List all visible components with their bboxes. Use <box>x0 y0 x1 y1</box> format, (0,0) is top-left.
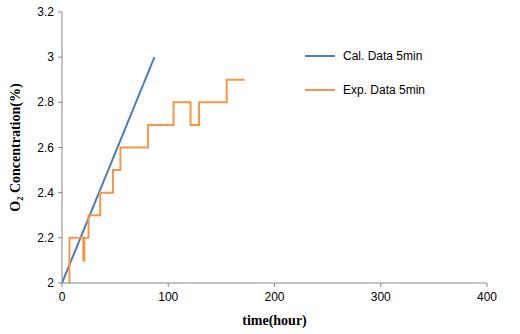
y-tick <box>58 57 62 58</box>
x-tick-label: 100 <box>158 290 178 304</box>
y-tick <box>58 237 62 238</box>
series-line <box>69 80 244 283</box>
y-tick-label: 2.8 <box>37 95 54 109</box>
y-tick-label: 2.4 <box>37 186 54 200</box>
y-tick-label: 2.6 <box>37 141 54 155</box>
chart: 2 2.2 2.4 2.6 2.8 3 3.2 0 100 200 300 400 time(hour)… <box>0 0 520 334</box>
x-tick <box>487 283 488 287</box>
y-tick <box>58 147 62 148</box>
x-tick <box>380 283 381 287</box>
y-axis-title: O₂ Concentration(%) <box>8 83 24 212</box>
series-line <box>62 57 154 283</box>
y-tick <box>58 192 62 193</box>
y-tick-label: 2.2 <box>37 231 54 245</box>
legend-label: Exp. Data 5min <box>343 83 425 97</box>
x-axis-title: time(hour) <box>242 313 307 329</box>
x-tick <box>274 283 275 287</box>
x-tick <box>168 283 169 287</box>
x-tick-label: 0 <box>59 290 66 304</box>
x-tick-label: 400 <box>477 290 497 304</box>
legend-swatch <box>305 55 335 57</box>
legend: Cal. Data 5min Exp. Data 5min <box>305 49 425 97</box>
x-tick <box>62 283 63 287</box>
y-tick <box>58 283 62 284</box>
x-tick-label: 200 <box>264 290 284 304</box>
y-tick <box>58 12 62 13</box>
legend-label: Cal. Data 5min <box>343 49 422 63</box>
y-tick-label: 3 <box>47 50 54 64</box>
y-tick-label: 3.2 <box>37 5 54 19</box>
legend-swatch <box>305 89 335 91</box>
y-tick-label: 2 <box>47 276 54 290</box>
plot-data <box>62 57 245 283</box>
x-tick-label: 300 <box>371 290 391 304</box>
y-tick <box>58 102 62 103</box>
